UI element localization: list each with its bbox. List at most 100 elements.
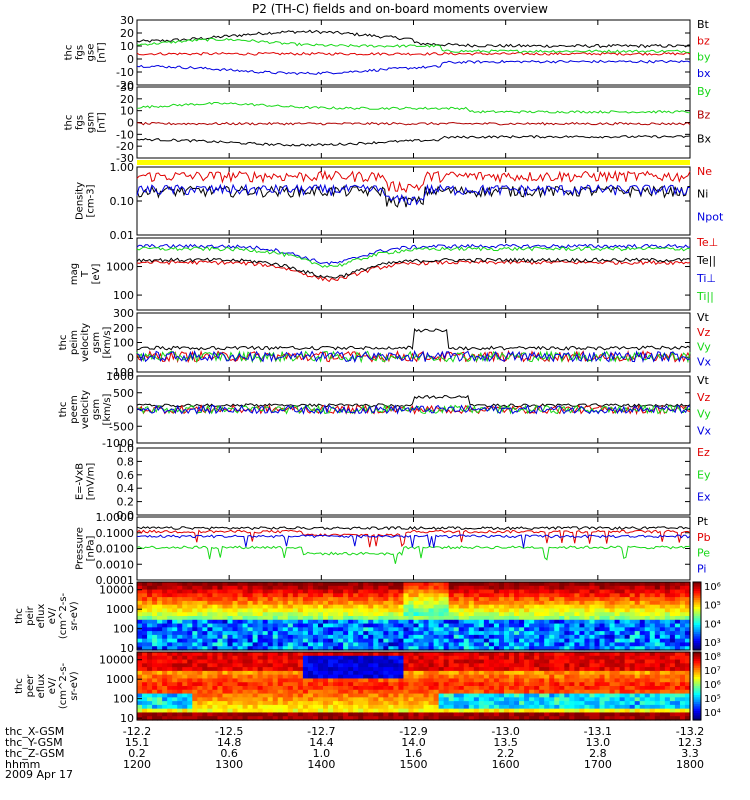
spectrogram-cell	[488, 600, 495, 606]
spectrogram-cell	[519, 716, 525, 721]
spectrogram-cell	[654, 634, 661, 640]
spectrogram-cell	[679, 616, 686, 621]
spectrogram-cell	[498, 716, 505, 721]
spectrogram-cell	[197, 646, 203, 651]
spectrogram-cell	[458, 631, 465, 636]
spectrogram-cell	[358, 689, 364, 695]
spectrogram-cell	[363, 646, 369, 651]
spectrogram-cell	[559, 663, 565, 668]
spectrogram-cell	[493, 634, 500, 640]
xaxis-tick-label: 0.6	[220, 747, 238, 760]
spectrogram-cell	[192, 634, 198, 640]
spectrogram-cell	[202, 593, 208, 598]
spectrogram-cell	[438, 619, 445, 625]
spectrogram-cell	[272, 708, 279, 714]
spectrogram-cell	[292, 619, 299, 625]
spectrogram-cell	[604, 619, 611, 625]
spectrogram-cell	[569, 697, 575, 702]
spectrogram-cell	[559, 670, 565, 676]
spectrogram-cell	[569, 619, 575, 625]
spectrogram-cell	[418, 652, 425, 657]
spectrogram-cell	[534, 631, 540, 636]
spectrogram-cell	[267, 642, 274, 647]
spectrogram-cell	[544, 659, 550, 664]
spectrogram-cell	[554, 642, 560, 647]
spectrogram-cell	[554, 670, 560, 676]
spectrogram-cell	[614, 693, 621, 698]
spectrogram-cell	[669, 701, 676, 706]
panel-frame	[136, 447, 691, 516]
legend-Npot: Npot	[697, 210, 724, 223]
spectrogram-cell	[302, 689, 309, 695]
spectrogram-cell	[307, 619, 314, 625]
spectrogram-cell	[559, 716, 565, 721]
spectrogram-cell	[307, 701, 314, 706]
spectrogram-cell	[393, 712, 400, 717]
spectrogram-cell	[302, 701, 309, 706]
spectrogram-cell	[453, 623, 460, 628]
spectrogram-cell	[569, 667, 575, 672]
spectrogram-cell	[569, 646, 575, 651]
spectrogram-cell	[282, 612, 289, 617]
spectrogram-cell	[614, 623, 621, 628]
spectrogram-cell	[453, 659, 460, 664]
spectrogram-cell	[398, 638, 405, 644]
spectrogram-cell	[237, 642, 244, 647]
spectrogram-cell	[669, 667, 676, 672]
spectrogram-cell	[453, 608, 460, 613]
spectrogram-cell	[649, 655, 656, 661]
spectrogram-cell	[438, 604, 445, 610]
spectrogram-cell	[137, 612, 143, 617]
spectrogram-cell	[619, 693, 626, 698]
spectrogram-cell	[594, 678, 601, 683]
spectrogram-cell	[629, 697, 636, 702]
spectrogram-cell	[564, 689, 570, 695]
spectrogram-cell	[594, 670, 601, 676]
spectrogram-cell	[498, 597, 505, 602]
spectrogram-cell	[212, 655, 219, 661]
spectrogram-cell	[338, 693, 344, 698]
spectrogram-cell	[353, 582, 359, 587]
spectrogram-cell	[172, 631, 178, 636]
spectrogram-cell	[232, 689, 239, 695]
spectrogram-cell	[363, 631, 369, 636]
spectrogram-cell	[609, 682, 616, 687]
spectrogram-cell	[483, 704, 490, 710]
spectrogram-cell	[237, 693, 244, 698]
spectrogram-cell	[599, 627, 606, 632]
spectrogram-cell	[172, 697, 178, 702]
spectrogram-cell	[217, 604, 224, 610]
spectrogram-cell	[639, 585, 646, 591]
spectrogram-cell	[609, 608, 616, 613]
spectrogram-cell	[297, 701, 304, 706]
series-peem-velocity-Vx	[136, 404, 691, 415]
spectrogram-cell	[227, 600, 234, 606]
spectrogram-cell	[348, 686, 354, 691]
spectrogram-cell	[408, 701, 415, 706]
spectrogram-cell	[619, 701, 626, 706]
spectrogram-cell	[544, 701, 550, 706]
spectrogram-cell	[408, 674, 415, 680]
spectrogram-cell	[142, 593, 148, 598]
spectrogram-cell	[282, 646, 289, 651]
spectrogram-cell	[514, 619, 520, 625]
spectrogram-cell	[478, 678, 485, 683]
spectrogram-cell	[574, 582, 580, 587]
spectrogram-cell	[524, 704, 530, 710]
spectrogram-cell	[378, 604, 384, 610]
spectrogram-cell	[398, 589, 405, 594]
spectrogram-cell	[539, 667, 545, 672]
spectrogram-cell	[172, 708, 178, 714]
spectrogram-cell	[378, 697, 384, 702]
spectrogram-cell	[307, 697, 314, 702]
spectrogram-cell	[418, 716, 425, 721]
spectrogram-cell	[443, 638, 450, 644]
spectrogram-cell	[488, 585, 495, 591]
spectrogram-cell	[197, 693, 203, 698]
spectrogram-cell	[348, 638, 354, 644]
spectrogram-cell	[317, 655, 324, 661]
spectrogram-cell	[393, 704, 400, 710]
spectrogram-cell	[383, 678, 389, 683]
spectrogram-cell	[182, 612, 188, 617]
spectrogram-cell	[338, 623, 344, 628]
